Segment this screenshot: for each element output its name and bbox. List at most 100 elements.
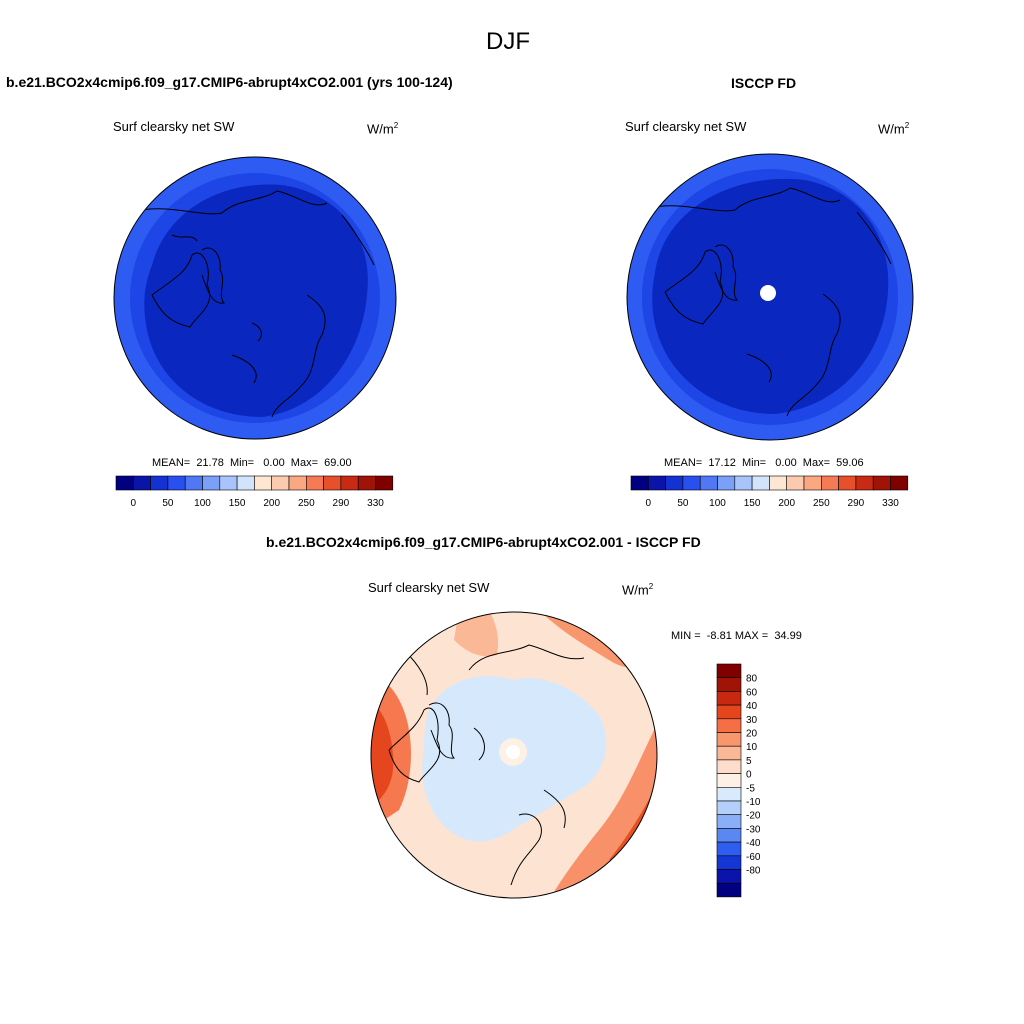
diff-colorbar-tick-label: -40 <box>746 838 761 849</box>
right-colorbar-tick-label: 150 <box>744 498 761 509</box>
diff-colorbar-tick-label: -60 <box>746 852 761 863</box>
right-polar-map <box>626 153 914 441</box>
left-panel-title: b.e21.BCO2x4cmip6.f09_g17.CMIP6-abrupt4x… <box>6 74 453 90</box>
right-colorbar-swatch <box>803 475 822 491</box>
left-variable-label: Surf clearsky net SW <box>113 119 235 134</box>
right-colorbar-tick-label: 200 <box>778 498 795 509</box>
diff-variable-label: Surf clearsky net SW <box>368 580 490 595</box>
diff-colorbar-swatch <box>716 691 742 706</box>
right-colorbar-tick-label: 330 <box>882 498 899 509</box>
left-colorbar-swatch <box>202 475 221 491</box>
diff-colorbar-tick-label: -5 <box>746 783 755 794</box>
left-coastlines <box>141 190 375 418</box>
left-colorbar-tick-label: 50 <box>162 498 174 509</box>
left-colorbar-swatch <box>167 475 186 491</box>
left-colorbar-tick-label: 100 <box>194 498 211 509</box>
diff-colorbar-swatch <box>716 841 742 857</box>
right-colorbar-swatch <box>855 475 874 491</box>
diff-colorbar-swatch <box>716 773 742 788</box>
right-colorbar-swatch <box>786 475 805 491</box>
left-colorbar-tick-label: 250 <box>298 498 315 509</box>
diff-colorbar: 80 60 40 30 20 10 5 0 -5 -10 -20 -30 -40 -60 -80 <box>716 663 761 898</box>
right-colorbar-swatch <box>751 475 770 491</box>
left-colorbar-swatch <box>323 475 342 491</box>
diff-colorbar-tick-label: -30 <box>746 824 761 835</box>
diff-colorbar-tick-label: -20 <box>746 811 761 822</box>
diff-units-label: W/m2 <box>622 582 654 598</box>
left-colorbar: 0 50 100 150 200 250 290 330 <box>115 475 394 509</box>
left-colorbar-swatch <box>357 475 376 491</box>
right-units-label: W/m2 <box>878 121 910 137</box>
right-coastlines <box>654 187 892 417</box>
diff-map-positive-northwest <box>454 612 498 657</box>
diff-colorbar-tick-label: 0 <box>746 770 752 781</box>
left-colorbar-swatch <box>340 475 359 491</box>
right-colorbar-swatch <box>699 475 718 491</box>
diff-colorbar-tick-label: 60 <box>746 687 758 698</box>
diff-colorbar-swatch <box>716 759 742 774</box>
diff-colorbar-swatch <box>716 882 742 898</box>
diff-colorbar-swatch <box>716 828 742 843</box>
diff-colorbar-swatch <box>716 745 742 761</box>
right-colorbar-swatch <box>838 475 857 491</box>
diff-colorbar-swatch <box>716 869 742 884</box>
right-colorbar-tick-label: 290 <box>848 498 865 509</box>
diff-colorbar-swatch <box>716 814 742 829</box>
left-units-label: W/m2 <box>367 121 399 137</box>
right-variable-label: Surf clearsky net SW <box>625 119 747 134</box>
diff-panel-title: b.e21.BCO2x4cmip6.f09_g17.CMIP6-abrupt4x… <box>266 534 701 550</box>
diff-colorbar-tick-label: 5 <box>746 756 752 767</box>
diff-colorbar-tick-label: -80 <box>746 866 761 877</box>
diff-colorbar-tick-label: 40 <box>746 701 758 712</box>
diff-colorbar-tick-label: 30 <box>746 715 758 726</box>
left-colorbar-swatch <box>132 475 151 491</box>
left-colorbar-tick-label: 200 <box>263 498 280 509</box>
right-colorbar-swatch <box>890 475 909 491</box>
left-colorbar-tick-label: 330 <box>367 498 384 509</box>
left-colorbar-swatch <box>306 475 324 491</box>
left-colorbar-swatch <box>375 475 394 491</box>
right-colorbar-swatch <box>630 475 649 491</box>
left-map-inner-field <box>144 184 368 417</box>
left-colorbar-swatch <box>115 475 134 491</box>
left-colorbar-swatch <box>150 475 169 491</box>
right-stats: MEAN= 17.12 Min= 0.00 Max= 59.06 <box>664 457 864 469</box>
left-colorbar-tick-label: 290 <box>333 498 350 509</box>
diff-pole-hole <box>506 745 520 759</box>
diff-colorbar-tick-label: 80 <box>746 674 758 685</box>
diff-colorbar-swatch <box>716 855 742 870</box>
right-colorbar: 0 50 100 150 200 250 290 330 <box>630 475 909 509</box>
left-colorbar-swatch <box>219 475 238 491</box>
right-colorbar-swatch <box>821 475 839 491</box>
left-polar-map <box>113 156 397 440</box>
left-map-border <box>113 156 397 440</box>
right-colorbar-swatch <box>682 475 701 491</box>
left-colorbar-tick-label: 0 <box>131 498 137 509</box>
figure-title: DJF <box>486 28 530 55</box>
left-colorbar-swatch <box>254 475 272 491</box>
diff-colorbar-swatch <box>716 718 742 733</box>
diff-polar-map <box>370 611 658 899</box>
left-colorbar-swatch <box>288 475 307 491</box>
right-map-border <box>626 153 914 441</box>
diff-colorbar-tick-label: 20 <box>746 729 758 740</box>
right-colorbar-tick-label: 250 <box>813 498 830 509</box>
right-colorbar-tick-label: 0 <box>646 498 652 509</box>
right-panel-title: ISCCP FD <box>731 75 797 91</box>
left-colorbar-swatch <box>184 475 203 491</box>
right-colorbar-swatch <box>717 475 736 491</box>
left-colorbar-tick-label: 150 <box>229 498 246 509</box>
diff-colorbar-tick-label: 10 <box>746 742 758 753</box>
left-colorbar-swatch <box>271 475 290 491</box>
right-pole-hole <box>760 285 776 301</box>
right-colorbar-swatch <box>734 475 753 491</box>
left-colorbar-swatch <box>236 475 255 491</box>
right-colorbar-swatch <box>872 475 891 491</box>
diff-colorbar-swatch <box>716 800 742 815</box>
left-stats: MEAN= 21.78 Min= 0.00 Max= 69.00 <box>152 457 352 469</box>
diff-colorbar-swatch <box>716 704 742 720</box>
right-colorbar-swatch <box>647 475 666 491</box>
diff-map-border <box>370 611 658 899</box>
diff-colorbar-swatch <box>716 732 742 747</box>
diff-colorbar-swatch <box>716 663 742 678</box>
